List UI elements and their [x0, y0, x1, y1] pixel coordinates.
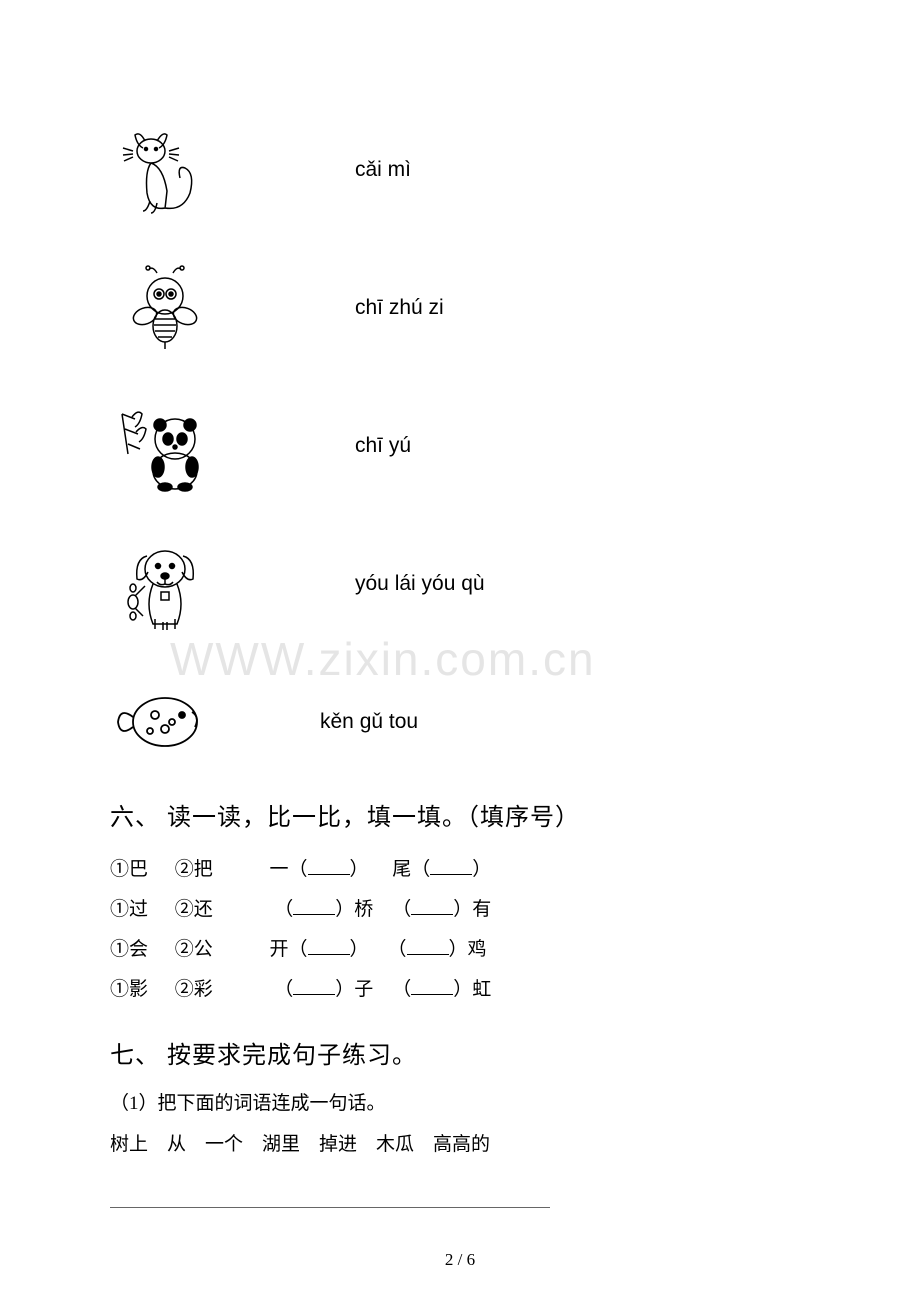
- option-2: ②还: [175, 890, 265, 930]
- fill-row-1: ①巴 ②把 一（ ） 尾（ ）: [110, 850, 810, 890]
- q2-pre: 尾（: [392, 859, 430, 880]
- pinyin-label: chī yú: [355, 434, 411, 458]
- bee-icon: [110, 258, 220, 358]
- option-2: ②把: [175, 850, 265, 890]
- page-number: 2 / 6: [0, 1250, 920, 1270]
- q1-post: ）: [350, 859, 369, 880]
- answer-line[interactable]: [110, 1180, 550, 1208]
- blank[interactable]: [308, 861, 350, 875]
- pinyin-label: yóu lái yóu qù: [355, 572, 485, 596]
- page-content: cǎi mì chī zhú zi: [0, 0, 920, 1248]
- blank[interactable]: [411, 901, 453, 915]
- fill-row-2: ①过 ②还 （ ）桥 （ ）有: [110, 890, 810, 930]
- q2-pre: （: [392, 899, 411, 920]
- option-1: ①过: [110, 890, 170, 930]
- section-7-sub1: （1）把下面的词语连成一句话。: [110, 1088, 810, 1115]
- option-1: ①影: [110, 970, 170, 1010]
- pinyin-label: chī zhú zi: [355, 296, 444, 320]
- section-7-title: 七、 按要求完成句子练习。: [110, 1035, 810, 1070]
- section-6-title: 六、 读一读，比一比，填一填。（填序号）: [110, 797, 810, 832]
- pinyin-label: kěn gǔ tou: [320, 710, 418, 734]
- match-row-5: kěn gǔ tou: [110, 672, 810, 772]
- pinyin-label: cǎi mì: [355, 158, 411, 182]
- fill-row-3: ①会 ②公 开（ ） （ ）鸡: [110, 930, 810, 970]
- q2-post: ）鸡: [449, 939, 487, 960]
- q2-pre: （: [388, 939, 407, 960]
- option-2: ②公: [175, 930, 265, 970]
- panda-icon: [110, 396, 220, 496]
- match-row-1: cǎi mì: [110, 120, 810, 220]
- q1-pre: （: [274, 979, 293, 1000]
- q1-pre: 一（: [270, 859, 308, 880]
- option-2: ②彩: [175, 970, 265, 1010]
- q1-post: ）子: [335, 979, 373, 1000]
- blank[interactable]: [411, 981, 453, 995]
- q2-post: ）虹: [453, 979, 491, 1000]
- q2-post: ）有: [453, 899, 491, 920]
- blank[interactable]: [308, 941, 350, 955]
- q2-pre: （: [392, 979, 411, 1000]
- q2-post: ）: [472, 859, 491, 880]
- dog-icon: [110, 534, 220, 634]
- blank[interactable]: [293, 901, 335, 915]
- word-list: 树上 从 一个 湖里 掉进 木瓜 高高的: [110, 1129, 810, 1156]
- q1-post: ）: [350, 939, 369, 960]
- blank[interactable]: [407, 941, 449, 955]
- match-row-4: yóu lái yóu qù: [110, 534, 810, 634]
- fish-icon: [110, 672, 220, 772]
- q1-pre: 开（: [270, 939, 308, 960]
- fill-table: ①巴 ②把 一（ ） 尾（ ） ①过 ②还 （ ）桥 （ ）有 ①会 ②公 开（ ） （ ）…: [110, 850, 810, 1010]
- q1-pre: （: [274, 899, 293, 920]
- blank[interactable]: [293, 981, 335, 995]
- option-1: ①巴: [110, 850, 170, 890]
- blank[interactable]: [430, 861, 472, 875]
- cat-icon: [110, 120, 220, 220]
- option-1: ①会: [110, 930, 170, 970]
- q1-post: ）桥: [335, 899, 373, 920]
- fill-row-4: ①影 ②彩 （ ）子 （ ）虹: [110, 970, 810, 1010]
- match-row-2: chī zhú zi: [110, 258, 810, 358]
- match-row-3: chī yú: [110, 396, 810, 496]
